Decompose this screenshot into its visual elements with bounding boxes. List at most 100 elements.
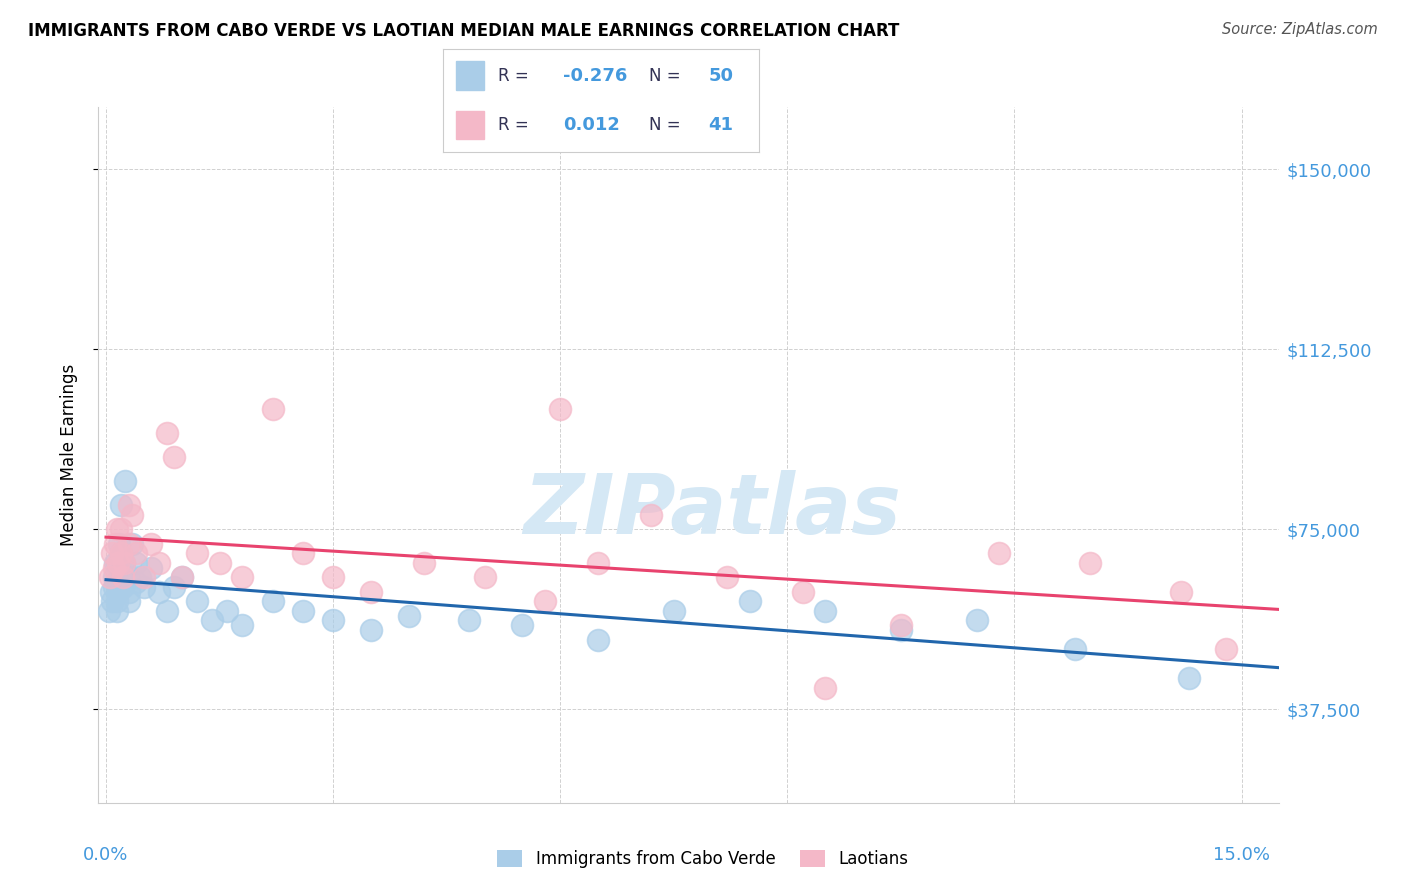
Immigrants from Cabo Verde bbox=[108, 537, 131, 551]
Laotians bbox=[792, 584, 814, 599]
Laotians bbox=[186, 546, 208, 560]
Laotians bbox=[716, 570, 738, 584]
Immigrants from Cabo Verde bbox=[360, 623, 382, 637]
Text: 15.0%: 15.0% bbox=[1213, 846, 1270, 864]
Laotians bbox=[360, 584, 382, 599]
Immigrants from Cabo Verde bbox=[966, 614, 988, 628]
Laotians bbox=[155, 426, 177, 441]
Immigrants from Cabo Verde bbox=[201, 614, 224, 628]
Laotians bbox=[121, 508, 143, 522]
Text: 0.0%: 0.0% bbox=[83, 846, 129, 864]
Laotians bbox=[208, 556, 231, 570]
Laotians bbox=[107, 556, 129, 570]
Immigrants from Cabo Verde bbox=[121, 537, 143, 551]
Immigrants from Cabo Verde bbox=[118, 594, 141, 608]
Laotians bbox=[110, 522, 132, 536]
Laotians bbox=[534, 594, 557, 608]
Text: Source: ZipAtlas.com: Source: ZipAtlas.com bbox=[1222, 22, 1378, 37]
Immigrants from Cabo Verde bbox=[110, 546, 132, 560]
Immigrants from Cabo Verde bbox=[98, 604, 121, 618]
Immigrants from Cabo Verde bbox=[103, 570, 125, 584]
Immigrants from Cabo Verde bbox=[105, 604, 128, 618]
Immigrants from Cabo Verde bbox=[170, 570, 193, 584]
Immigrants from Cabo Verde bbox=[231, 618, 253, 632]
Immigrants from Cabo Verde bbox=[104, 575, 127, 590]
Laotians bbox=[814, 681, 837, 695]
Laotians bbox=[98, 570, 121, 584]
Immigrants from Cabo Verde bbox=[125, 575, 148, 590]
Immigrants from Cabo Verde bbox=[586, 632, 609, 647]
Laotians bbox=[231, 570, 253, 584]
Laotians bbox=[640, 508, 662, 522]
FancyBboxPatch shape bbox=[456, 62, 484, 90]
Immigrants from Cabo Verde bbox=[125, 556, 148, 570]
Immigrants from Cabo Verde bbox=[100, 584, 122, 599]
Immigrants from Cabo Verde bbox=[105, 594, 128, 608]
Laotians bbox=[586, 556, 609, 570]
Laotians bbox=[141, 537, 163, 551]
Text: 0.012: 0.012 bbox=[562, 116, 620, 134]
Laotians bbox=[988, 546, 1011, 560]
Laotians bbox=[105, 522, 128, 536]
Immigrants from Cabo Verde bbox=[186, 594, 208, 608]
Laotians bbox=[104, 537, 127, 551]
Immigrants from Cabo Verde bbox=[129, 570, 152, 584]
Text: 50: 50 bbox=[709, 67, 734, 85]
Text: N =: N = bbox=[648, 116, 685, 134]
Immigrants from Cabo Verde bbox=[814, 604, 837, 618]
Immigrants from Cabo Verde bbox=[118, 584, 141, 599]
Laotians bbox=[111, 570, 134, 584]
Immigrants from Cabo Verde bbox=[114, 475, 136, 489]
Immigrants from Cabo Verde bbox=[163, 580, 186, 594]
Laotians bbox=[1170, 584, 1192, 599]
Text: N =: N = bbox=[648, 67, 685, 85]
Immigrants from Cabo Verde bbox=[111, 580, 134, 594]
Immigrants from Cabo Verde bbox=[107, 584, 129, 599]
Immigrants from Cabo Verde bbox=[217, 604, 239, 618]
Text: ZIPatlas: ZIPatlas bbox=[523, 470, 901, 551]
Immigrants from Cabo Verde bbox=[512, 618, 534, 632]
Immigrants from Cabo Verde bbox=[398, 608, 420, 623]
Legend: Immigrants from Cabo Verde, Laotians: Immigrants from Cabo Verde, Laotians bbox=[491, 843, 915, 875]
Immigrants from Cabo Verde bbox=[155, 604, 177, 618]
Immigrants from Cabo Verde bbox=[890, 623, 912, 637]
Text: 41: 41 bbox=[709, 116, 734, 134]
Y-axis label: Median Male Earnings: Median Male Earnings bbox=[59, 364, 77, 546]
Laotians bbox=[112, 556, 135, 570]
Immigrants from Cabo Verde bbox=[103, 580, 125, 594]
Immigrants from Cabo Verde bbox=[104, 556, 127, 570]
Laotians bbox=[132, 570, 155, 584]
Immigrants from Cabo Verde bbox=[1177, 671, 1199, 685]
Immigrants from Cabo Verde bbox=[110, 570, 132, 584]
Laotians bbox=[101, 546, 124, 560]
Laotians bbox=[291, 546, 314, 560]
Immigrants from Cabo Verde bbox=[118, 570, 141, 584]
Immigrants from Cabo Verde bbox=[322, 614, 344, 628]
Immigrants from Cabo Verde bbox=[101, 594, 124, 608]
Laotians bbox=[262, 402, 284, 417]
FancyBboxPatch shape bbox=[456, 111, 484, 139]
Laotians bbox=[125, 546, 148, 560]
Immigrants from Cabo Verde bbox=[110, 498, 132, 512]
Immigrants from Cabo Verde bbox=[132, 580, 155, 594]
Text: R =: R = bbox=[498, 67, 534, 85]
Immigrants from Cabo Verde bbox=[1064, 642, 1087, 657]
Text: -0.276: -0.276 bbox=[562, 67, 627, 85]
Laotians bbox=[548, 402, 571, 417]
Laotians bbox=[118, 498, 141, 512]
Laotians bbox=[1215, 642, 1237, 657]
Laotians bbox=[110, 546, 132, 560]
Laotians bbox=[170, 570, 193, 584]
Laotians bbox=[322, 570, 344, 584]
Immigrants from Cabo Verde bbox=[108, 566, 131, 580]
Immigrants from Cabo Verde bbox=[262, 594, 284, 608]
Immigrants from Cabo Verde bbox=[141, 560, 163, 574]
Laotians bbox=[118, 537, 141, 551]
Laotians bbox=[474, 570, 496, 584]
Immigrants from Cabo Verde bbox=[148, 584, 170, 599]
Laotians bbox=[103, 560, 125, 574]
Laotians bbox=[1078, 556, 1101, 570]
Text: IMMIGRANTS FROM CABO VERDE VS LAOTIAN MEDIAN MALE EARNINGS CORRELATION CHART: IMMIGRANTS FROM CABO VERDE VS LAOTIAN ME… bbox=[28, 22, 900, 40]
Text: R =: R = bbox=[498, 116, 534, 134]
Immigrants from Cabo Verde bbox=[662, 604, 685, 618]
